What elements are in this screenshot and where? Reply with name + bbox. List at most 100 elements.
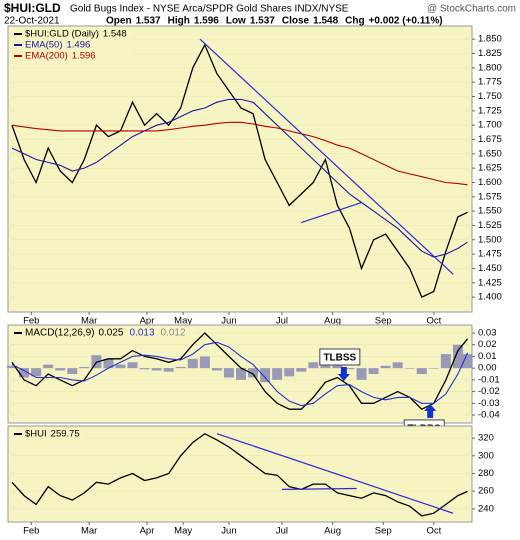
annotation-arrow (337, 367, 350, 382)
quote-value: 1.596 (194, 16, 219, 27)
series-line (11, 332, 469, 410)
legend-value: 1.596 (72, 51, 96, 62)
x-tick-label: Sep (375, 316, 392, 327)
x-tick-label: Mar (81, 526, 97, 537)
histogram-bar (19, 368, 30, 378)
histogram-bar (67, 368, 78, 374)
legend-value: 0.013 (130, 328, 155, 339)
x-tick-label: Jul (276, 526, 288, 537)
histogram-bar (211, 368, 222, 371)
trendline (301, 201, 362, 224)
histogram-bar (368, 368, 379, 374)
y-tick-label: 1.650 (478, 148, 502, 159)
annotation-arrow (424, 403, 437, 418)
histogram-bar (55, 368, 66, 371)
legend-value: 1.496 (66, 40, 90, 51)
quote-label: Close (282, 16, 310, 27)
x-tick-label: Oct (426, 316, 441, 327)
y-tick-label: 1.475 (478, 249, 502, 260)
quote-value: 1.537 (250, 16, 275, 27)
x-tick-label: Feb (23, 316, 39, 327)
legend-value: 259.75 (51, 429, 80, 440)
chart-subtitle: Gold Bugs Index - NYSE Arca/SPDR Gold Sh… (70, 4, 349, 15)
annotation-box (319, 348, 361, 366)
y-tick-label: -0.04 (478, 410, 500, 421)
y-tick-label: 1.625 (478, 163, 502, 174)
date: 22-Oct-2021 (4, 16, 60, 27)
y-tick-label: -0.02 (478, 386, 500, 397)
legend-bg (10, 428, 86, 445)
y-tick-label: 1.575 (478, 191, 502, 202)
histogram-bar (296, 368, 307, 372)
y-tick-label: 1.550 (478, 206, 502, 217)
histogram-bar (440, 354, 451, 369)
quote-label: Chg (345, 16, 364, 27)
y-tick-label: 1.825 (478, 48, 502, 59)
y-tick-label: 1.725 (478, 105, 502, 116)
quote-label: Open (106, 16, 132, 27)
histogram-bar (462, 354, 473, 369)
x-tick-label: Jun (221, 316, 236, 327)
quote-label: High (168, 16, 190, 27)
y-tick-label: 1.425 (478, 277, 502, 288)
y-tick-label: 300 (478, 450, 494, 461)
series-line (11, 121, 468, 186)
y-tick-label: 0.02 (478, 339, 497, 350)
y-tick-label: 1.400 (478, 292, 502, 303)
x-tick-label: Feb (23, 526, 39, 537)
x-tick-label: May (174, 526, 192, 537)
legend-bg (10, 28, 133, 67)
trendline (199, 38, 454, 275)
x-tick-label: Jul (276, 316, 288, 327)
histogram-bar (236, 368, 246, 380)
panel (7, 25, 473, 313)
trendline (216, 433, 454, 514)
y-tick-label: 1.525 (478, 220, 502, 231)
histogram-bar (163, 368, 174, 372)
y-tick-label: 1.800 (478, 62, 502, 73)
histogram-bar (404, 368, 415, 369)
x-tick-label: Jun (221, 526, 236, 537)
series-line (11, 341, 469, 407)
histogram-bar (392, 362, 403, 369)
histogram-bar (79, 366, 90, 369)
quote-value: +0.002 (+0.11%) (369, 16, 443, 27)
y-tick-label: 1.775 (478, 77, 502, 88)
histogram-bar (223, 368, 234, 378)
histogram-bar (356, 368, 367, 380)
x-tick-label: Aug (324, 316, 341, 327)
histogram-bar (416, 368, 427, 374)
y-tick-label: 240 (478, 503, 494, 514)
histogram-bar (187, 358, 198, 369)
legend-label: MACD(12,26,9) (25, 328, 94, 339)
y-tick-label: 1.450 (478, 263, 502, 274)
series-line (11, 43, 468, 298)
y-tick-label: -0.01 (478, 374, 500, 385)
histogram-bar (175, 366, 186, 369)
histogram-bar (248, 368, 259, 378)
y-tick-label: 1.600 (478, 177, 502, 188)
y-tick-label: 1.750 (478, 91, 502, 102)
y-tick-label: 1.700 (478, 120, 502, 131)
legend-label: EMA(50) (25, 40, 62, 51)
histogram-bar (344, 368, 355, 370)
x-tick-label: Apr (140, 526, 155, 537)
y-tick-label: 1.675 (478, 134, 502, 145)
y-tick-label: 0.00 (478, 363, 497, 374)
x-tick-label: Aug (324, 526, 341, 537)
histogram-bar (380, 365, 391, 369)
histogram-bar (43, 364, 54, 369)
legend-value: 0.012 (161, 328, 186, 339)
histogram-bar (103, 358, 114, 369)
y-tick-label: 260 (478, 486, 494, 497)
histogram-bar (151, 368, 162, 371)
histogram-bar (284, 368, 295, 377)
annotation-label: TLBSS (323, 353, 356, 364)
legend-bg (10, 327, 194, 338)
y-tick-label: 0.03 (478, 327, 497, 338)
y-tick-label: 1.500 (478, 234, 502, 245)
legend-value: 1.548 (103, 29, 127, 40)
legend-label: EMA(200) (25, 51, 68, 62)
chart-title: $HUI:GLD (4, 1, 61, 15)
